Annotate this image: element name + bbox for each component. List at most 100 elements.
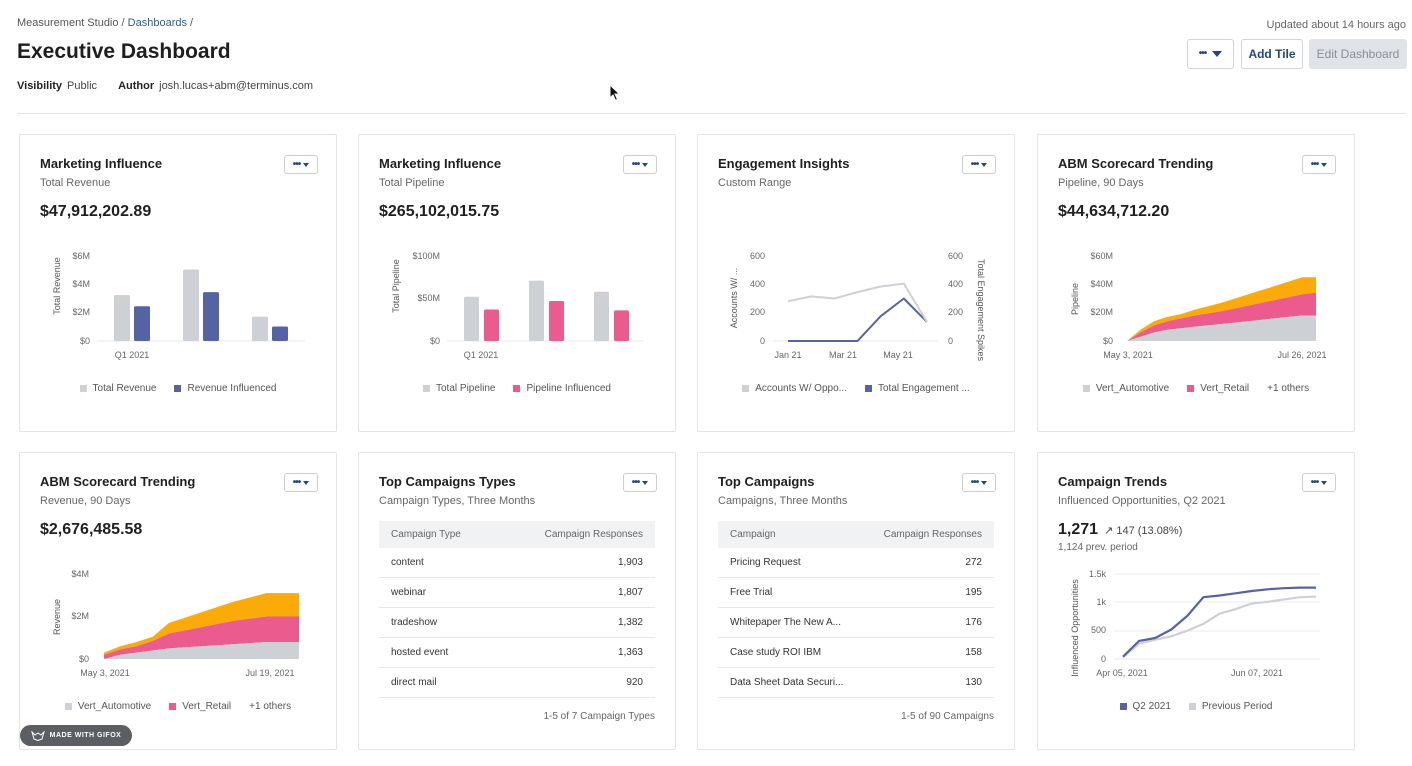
tile-subtitle: Total Revenue (40, 177, 111, 189)
caret-down-icon (642, 480, 649, 485)
area-series[interactable] (1127, 315, 1316, 342)
bar[interactable] (114, 294, 130, 341)
table-header: Campaign Type Campaign Responses (379, 521, 655, 548)
legend-item[interactable]: Total Engagement ... (864, 383, 970, 394)
y-tick-label: 1.5k (1089, 569, 1107, 579)
tile-menu-button[interactable]: ••• (962, 473, 996, 492)
legend-item[interactable]: Pipeline Influenced (513, 383, 611, 394)
dashboard-more-button[interactable]: ••• (1187, 39, 1234, 69)
table-row[interactable]: Data Sheet Data Securi... 130 (718, 668, 994, 698)
table-row[interactable]: tradeshow 1,382 (379, 608, 655, 638)
table-row[interactable]: Whitepaper The New A... 176 (718, 608, 994, 638)
caret-down-icon (1321, 480, 1328, 485)
y-tick-label: 600 (750, 251, 765, 261)
breadcrumb: Measurement Studio / Dashboards / (17, 17, 193, 29)
breadcrumb-root[interactable]: Measurement Studio (17, 17, 119, 29)
legend-item[interactable]: Q2 2021 (1119, 701, 1171, 712)
bar[interactable] (183, 269, 199, 341)
trend-change: ↗ 147 (13.08%) (1104, 525, 1183, 537)
y-tick-label: $4M (72, 279, 90, 289)
tile-subtitle: Pipeline, 90 Days (1058, 177, 1144, 189)
table-row[interactable]: content 1,903 (379, 548, 655, 578)
tile-menu-button[interactable]: ••• (962, 155, 996, 174)
edit-dashboard-button[interactable]: Edit Dashboard (1309, 39, 1407, 69)
tile-menu-button[interactable]: ••• (284, 155, 318, 174)
series-line[interactable] (788, 297, 928, 342)
legend-item[interactable]: Accounts W/ Oppo... (742, 383, 847, 394)
table-row[interactable]: Case study ROI IBM 158 (718, 638, 994, 668)
dashboard-meta: Visibility Public Author josh.lucas+abm@te… (17, 80, 313, 92)
author-value: josh.lucas+abm@terminus.com (159, 80, 314, 92)
area-series[interactable] (1127, 292, 1316, 341)
area-series[interactable] (104, 593, 299, 655)
caret-down-icon (981, 480, 988, 485)
bar[interactable] (614, 310, 629, 341)
caret-down-icon (303, 480, 310, 485)
breadcrumb-dashboards-link[interactable]: Dashboards (127, 17, 187, 29)
tile-title: Engagement Insights (718, 156, 850, 171)
table-row[interactable]: webinar 1,807 (379, 578, 655, 608)
area-series[interactable] (104, 642, 299, 659)
legend-item[interactable]: Vert_Retail (1187, 383, 1249, 394)
y-tick-label: $2M (71, 611, 89, 621)
bar[interactable] (529, 280, 544, 341)
table-row[interactable]: hosted event 1,363 (379, 638, 655, 668)
tile-menu-button[interactable]: ••• (1302, 473, 1336, 492)
area-series[interactable] (1127, 277, 1316, 341)
tile-menu-button[interactable]: ••• (623, 473, 657, 492)
tile-title: Marketing Influence (379, 156, 502, 171)
bar-chart-revenue: Total Revenue $6M $4M $2M $0 Q1 2021 (52, 251, 305, 360)
x-tick-label: Jun 07, 2021 (1231, 668, 1283, 678)
tile-menu-button[interactable]: ••• (623, 155, 657, 174)
updated-timestamp: Updated about 14 hours ago (1266, 19, 1406, 31)
tile-top-campaigns: Top Campaigns Campaigns, Three Months ••… (697, 452, 1015, 750)
bar[interactable] (594, 291, 609, 341)
series-line[interactable] (1122, 586, 1316, 658)
series-line[interactable] (1122, 595, 1317, 659)
table-row[interactable]: Free Trial 195 (718, 578, 994, 608)
bar-chart-pipeline: Total Pipeline $100M $50M $0 Q1 2021 (391, 251, 644, 360)
campaign-types-table: Campaign Type Campaign Responses content 1… (379, 521, 655, 698)
x-tick-label: May 3, 2021 (1103, 350, 1153, 360)
y-axis-label: Total Revenue (52, 257, 62, 315)
y2-axis-label: Total Engagement Spikes (976, 259, 986, 362)
column-header[interactable]: Campaign Responses (544, 529, 643, 540)
legend-item[interactable]: Revenue Influenced (174, 383, 276, 394)
x-tick-label: May 21 (883, 350, 913, 360)
line-chart-campaign-trends: Influenced Opportunities 1.5k 1k 500 0 A… (1070, 569, 1320, 678)
add-tile-button[interactable]: Add Tile (1241, 39, 1303, 69)
x-tick-label: Jul 26, 2021 (1277, 350, 1326, 360)
bar[interactable] (464, 296, 479, 341)
bar[interactable] (134, 306, 150, 341)
legend-item[interactable]: Total Revenue (79, 383, 156, 394)
tile-menu-button[interactable]: ••• (1302, 155, 1336, 174)
legend-item[interactable]: Vert_Automotive (64, 701, 151, 712)
legend-item[interactable]: Total Pipeline (423, 383, 495, 394)
bar[interactable] (549, 301, 564, 341)
bar[interactable] (272, 326, 288, 341)
legend-item[interactable]: Vert_Retail (169, 701, 231, 712)
legend-item[interactable]: +1 others (249, 701, 292, 712)
table-row[interactable]: direct mail 920 (379, 668, 655, 698)
tile-menu-button[interactable]: ••• (284, 473, 318, 492)
series-line[interactable] (787, 282, 928, 323)
bar[interactable] (252, 316, 268, 341)
arrow-up-right-icon: ↗ (1104, 525, 1114, 537)
column-header[interactable]: Campaign (730, 529, 776, 540)
table-row[interactable]: Pricing Request 272 (718, 548, 994, 578)
legend-item[interactable]: Previous Period (1188, 701, 1272, 712)
column-header[interactable]: Campaign Responses (883, 529, 982, 540)
bar[interactable] (484, 309, 499, 341)
legend-item[interactable]: Vert_Automotive (1082, 383, 1169, 394)
column-header[interactable]: Campaign Type (391, 529, 461, 540)
tile-subtitle: Custom Range (718, 177, 792, 189)
tile-value: $265,102,015.75 (379, 203, 500, 220)
tile-abm-scorecard-pipeline: ABM Scorecard Trending Pipeline, 90 Days… (1037, 134, 1355, 432)
line-chart-engagement: Accounts W/ ... Total Engagement Spikes … (729, 251, 986, 362)
legend-item[interactable]: +1 others (1267, 383, 1310, 394)
area-series[interactable] (104, 616, 299, 660)
bar[interactable] (203, 292, 219, 341)
fox-logo-icon (30, 730, 45, 741)
y-axis-label: Total Pipeline (391, 259, 401, 313)
visibility-value: Public (67, 80, 98, 92)
